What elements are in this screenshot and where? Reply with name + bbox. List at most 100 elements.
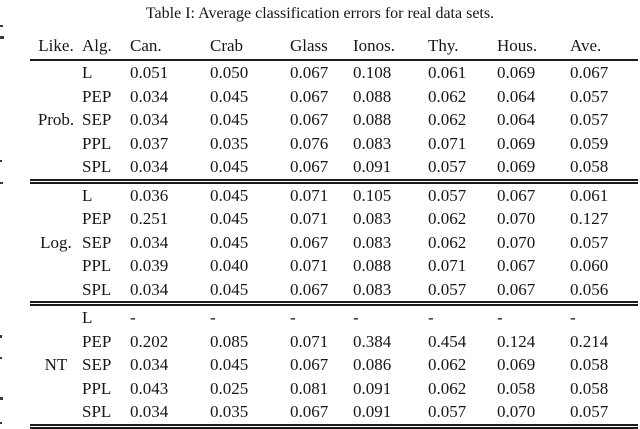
cell-value: 0.071 <box>290 256 329 276</box>
cell-value: 0.045 <box>210 355 249 375</box>
cell-value-bold: 0.124 <box>497 331 536 351</box>
cell-value: 0.034 <box>130 402 169 422</box>
cell-value: 0.034 <box>130 279 169 299</box>
cell-value: 0.045 <box>210 86 249 106</box>
table-row: Prob. L 0.051 0.050 0.067 0.108 0.061 0.… <box>30 60 638 128</box>
cell-value: 0.069 <box>497 355 536 375</box>
cell-value: 0.083 <box>353 133 392 153</box>
cell-value: 0.067 <box>290 232 329 252</box>
likelihood-label: NT <box>44 355 68 375</box>
cell-value-bold: 0.202 <box>130 331 169 351</box>
cell-value: 0.067 <box>290 402 329 422</box>
cell-value: 0.045 <box>210 185 249 205</box>
table-row: PPL 0.039 0.040 0.071 0.088 0.071 0.067 … <box>30 254 638 278</box>
cell-value: 0.076 <box>290 133 329 153</box>
cell-value: 0.071 <box>428 133 467 153</box>
cell-value: 0.058 <box>570 157 609 177</box>
cell-value: 0.069 <box>497 133 536 153</box>
cell-value: 0.043 <box>130 378 169 398</box>
cell-value: 0.034 <box>130 110 169 130</box>
cell-value: 0.057 <box>570 110 609 130</box>
table-header: Like. Alg. Can. Crab Glass Ionos. Thy. H… <box>30 31 638 60</box>
table-caption: Table I: Average classification errors f… <box>145 5 495 22</box>
cell-value: 0.034 <box>130 232 169 252</box>
alg-label: PPL <box>82 256 112 276</box>
block-prob: Prob. L 0.051 0.050 0.067 0.108 0.061 0.… <box>30 60 638 181</box>
cell-value: 0.061 <box>428 63 467 83</box>
cell-value: 0.037 <box>130 133 169 153</box>
cell-value: 0.045 <box>210 232 249 252</box>
block-nt: NT L - - - - - - - PEP 0.202 0.085 0.071… <box>30 304 638 426</box>
cell-value: 0.058 <box>570 378 609 398</box>
cell-value: 0.067 <box>497 185 536 205</box>
header-glass: Glass <box>290 35 328 55</box>
header-row: Like. Alg. Can. Crab Glass Ionos. Thy. H… <box>30 31 638 60</box>
likelihood-label: Log. <box>40 232 72 252</box>
alg-label: L <box>82 308 93 328</box>
cell-value: 0.057 <box>428 157 467 177</box>
header-thy: Thy. <box>428 35 459 55</box>
cell-value: 0.051 <box>130 63 169 83</box>
cell-value: 0.062 <box>428 232 467 252</box>
cell-value: 0.045 <box>210 279 249 299</box>
cell-value: 0.064 <box>497 86 536 106</box>
cell-value: 0.025 <box>210 378 249 398</box>
likelihood-label: Prob. <box>37 110 75 130</box>
cell-value: 0.081 <box>290 378 329 398</box>
alg-label: PEP <box>82 331 112 351</box>
cell-value: 0.045 <box>210 209 249 229</box>
table-row: Log. L 0.036 0.045 0.071 0.105 0.057 0.0… <box>30 181 638 251</box>
cell-value: 0.062 <box>428 110 467 130</box>
header-like: Like. <box>38 35 74 55</box>
edge-artifact <box>0 397 3 400</box>
cell-value: 0.067 <box>290 110 329 130</box>
alg-label: L <box>82 185 93 205</box>
cell-value: 0.071 <box>290 331 329 351</box>
cell-value: 0.067 <box>290 63 329 83</box>
cell-value: 0.088 <box>353 256 392 276</box>
cell-value: 0.057 <box>428 185 467 205</box>
cell-value: 0.050 <box>210 63 249 83</box>
alg-label: L <box>82 63 93 83</box>
cell-value: 0.062 <box>428 86 467 106</box>
alg-label: SEP <box>82 355 112 375</box>
cell-value: 0.062 <box>428 378 467 398</box>
table-row: SPL 0.034 0.035 0.067 0.091 0.057 0.070 … <box>30 400 638 426</box>
cell-value: 0.069 <box>497 63 536 83</box>
table-row: SPL 0.034 0.045 0.067 0.091 0.057 0.069 … <box>30 155 638 181</box>
cell-value: 0.039 <box>130 256 169 276</box>
cell-value-bold: 0.384 <box>353 331 392 351</box>
cell-value: 0.057 <box>570 232 609 252</box>
cell-value: 0.108 <box>353 63 392 83</box>
block-log: Log. L 0.036 0.045 0.071 0.105 0.057 0.0… <box>30 181 638 304</box>
cell-value: 0.083 <box>353 279 392 299</box>
cell-value-bold: 0.127 <box>570 209 609 229</box>
table-row: NT L - - - - - - - <box>30 304 638 373</box>
classification-errors-table: Like. Alg. Can. Crab Glass Ionos. Thy. H… <box>30 31 638 429</box>
header-hous: Hous. <box>497 35 538 55</box>
edge-artifact <box>0 357 2 359</box>
cell-value: 0.061 <box>570 185 609 205</box>
cell-value: 0.071 <box>290 185 329 205</box>
cell-value: 0.062 <box>428 355 467 375</box>
cell-value: 0.045 <box>210 110 249 130</box>
header-can: Can. <box>130 35 162 55</box>
table-row: PEP 0.034 0.045 0.067 0.088 0.062 0.064 … <box>30 85 638 109</box>
cell-value-bold: 0.454 <box>428 331 467 351</box>
cell-value: 0.057 <box>570 402 609 422</box>
alg-label: PEP <box>82 209 112 229</box>
cell-value: 0.067 <box>290 279 329 299</box>
cell-value: 0.067 <box>290 355 329 375</box>
cell-value: 0.105 <box>353 185 392 205</box>
edge-artifact <box>0 160 2 162</box>
cell-value: 0.034 <box>130 157 169 177</box>
alg-label: SPL <box>82 279 112 299</box>
cell-value: 0.034 <box>130 355 169 375</box>
cell-value: - <box>497 308 503 328</box>
cell-value: 0.091 <box>353 378 392 398</box>
alg-label: SPL <box>82 157 112 177</box>
table-row: SEP 0.034 0.045 0.067 0.086 0.062 0.069 … <box>30 353 638 377</box>
cell-value: 0.058 <box>570 355 609 375</box>
cell-value-bold: 0.214 <box>570 331 609 351</box>
